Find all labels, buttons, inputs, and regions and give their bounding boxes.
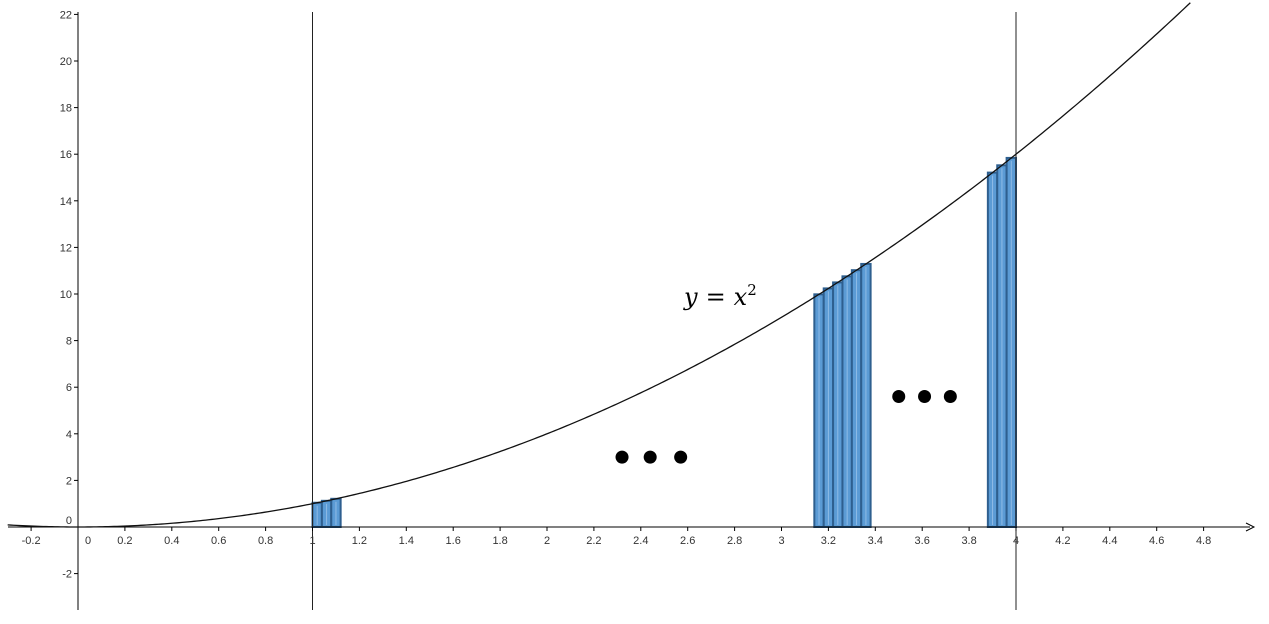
x-tick-label: 1.2 xyxy=(352,535,367,547)
ellipsis-dot xyxy=(615,450,629,464)
y-tick-label: 14 xyxy=(60,196,72,208)
x-tick-label: 0.4 xyxy=(164,535,179,547)
ellipsis-dot xyxy=(943,390,957,404)
x-tick-label: 4 xyxy=(1013,535,1019,547)
axes: -0.2 0 0.2 0.4 0.6 0.8 1 1.2 1.4 1.6 1.8 2 2.2 2.4 2.6… xyxy=(8,9,1256,610)
x-tick-label: 4.2 xyxy=(1055,535,1070,547)
y-tick-label: 16 xyxy=(60,149,72,161)
ellipsis-dot xyxy=(918,390,932,404)
x-tick-label: 0.2 xyxy=(117,535,132,547)
ellipsis-dot xyxy=(892,390,906,404)
x-tick-label: 3.8 xyxy=(961,535,976,547)
parabola-curve xyxy=(7,2,1191,528)
y-tick-label: 10 xyxy=(60,289,72,301)
x-tick-label: 0 xyxy=(85,535,91,547)
x-tick-label: 2.2 xyxy=(586,535,601,547)
y-tick-label: 8 xyxy=(66,336,72,348)
y-tick-label: -2 xyxy=(62,569,72,581)
ellipsis-dot xyxy=(674,450,688,464)
y-tick-label: 22 xyxy=(60,9,72,21)
x-tick-label: 3.2 xyxy=(821,535,836,547)
y-tick-label: 0 xyxy=(66,515,72,527)
x-tick-label: 1.8 xyxy=(492,535,507,547)
x-tick-label: 0.6 xyxy=(211,535,226,547)
y-tick-label: 18 xyxy=(60,103,72,115)
x-tick-label: 1 xyxy=(309,535,315,547)
x-tick-label: 4.8 xyxy=(1196,535,1211,547)
curve-layer xyxy=(7,2,1191,528)
x-tick-label: 2 xyxy=(544,535,550,547)
riemann-rectangles xyxy=(311,156,1017,529)
x-tick-label: 4.6 xyxy=(1149,535,1164,547)
x-tick-label: 0.8 xyxy=(258,535,273,547)
x-axis-arrow xyxy=(1245,522,1256,532)
x-tick-label: 2.8 xyxy=(727,535,742,547)
x-tick-label: 3 xyxy=(778,535,784,547)
y-tick-label: 6 xyxy=(66,382,72,394)
x-tick-label: 1.4 xyxy=(399,535,414,547)
curve-label: y = x2 xyxy=(683,281,757,311)
x-tick-label: 3.6 xyxy=(915,535,930,547)
x-tick-label: 1.6 xyxy=(446,535,461,547)
x-tick-label: 2.4 xyxy=(633,535,648,547)
x-tick-label: 2.6 xyxy=(680,535,695,547)
y-tick-label: 20 xyxy=(60,56,72,68)
y-tick-label: 4 xyxy=(66,429,72,441)
y-tick-label: 2 xyxy=(66,475,72,487)
x-tick-label: 4.4 xyxy=(1102,535,1117,547)
x-tick-label: 3.4 xyxy=(868,535,883,547)
y-tick-label: 12 xyxy=(60,242,72,254)
ellipsis-dot xyxy=(643,450,657,464)
x-tick-label: -0.2 xyxy=(22,535,41,547)
ellipsis-dots xyxy=(615,390,957,464)
